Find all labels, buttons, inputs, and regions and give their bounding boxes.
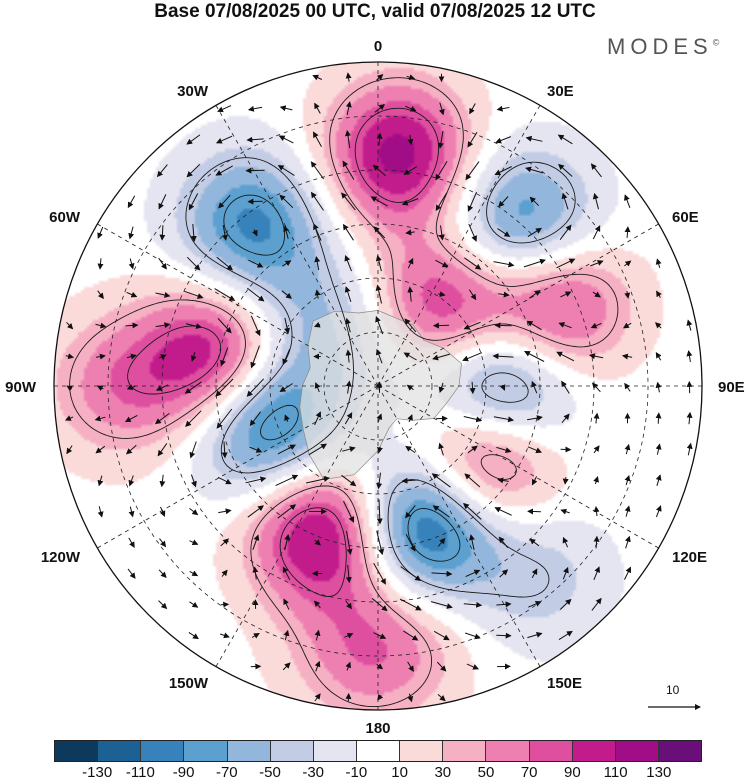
colorbar-swatch [616,741,659,761]
lon-label-180: 180 [365,720,390,737]
wind-arrow [496,635,510,636]
colorbar-tick-label: 70 [521,764,538,781]
colorbar-swatch [98,741,141,761]
colorbar-tick-label: -130 [82,764,112,781]
wind-arrow [658,413,659,423]
colorbar-tick-label: 30 [434,764,451,781]
polar-map: 0 30E 60E 90E 120E 150E 180 150W 120W 90… [0,0,750,740]
colorbar-tick-label: -70 [216,764,238,781]
lon-label-0: 0 [374,38,382,55]
reference-vector-label: 10 [666,683,679,697]
colorbar-tick-label: 10 [391,764,408,781]
lon-label-30e: 30E [547,83,574,100]
lon-label-60e: 60E [672,209,699,226]
colorbar-tick-label: -50 [259,764,281,781]
colorbar-tick-label: -110 [126,764,155,781]
colorbar-swatch [443,741,486,761]
colorbar-swatch [228,741,271,761]
colorbar-swatch [184,741,227,761]
colorbar-swatch [659,741,701,761]
lon-label-30w: 30W [177,83,209,100]
lon-label-60w: 60W [49,209,81,226]
colorbar-tick-label: -90 [173,764,195,781]
lon-label-120e: 120E [672,549,707,566]
colorbar-tick-label: -30 [302,764,324,781]
map-disc [54,62,702,710]
colorbar-swatch [573,741,616,761]
colorbar-tick-label: -10 [346,764,368,781]
colorbar-swatch [530,741,573,761]
colorbar-swatch [271,741,314,761]
colorbar-swatch [55,741,98,761]
colorbar [54,740,702,762]
colorbar-swatch [141,741,184,761]
colorbar-tick-label: 110 [604,764,628,781]
colorbar-tick-label: 90 [564,764,581,781]
colorbar-ticks: -130 -110 -90 -70 -50 -30 -10 10 30 50 70 90 110 130 [54,764,702,784]
lon-label-150w: 150W [169,675,209,692]
colorbar-tick-label: 50 [478,764,495,781]
colorbar-tick-label: 130 [646,764,671,781]
wind-arrow [495,325,511,326]
lon-label-150e: 150E [547,675,582,692]
colorbar-swatch [400,741,443,761]
lon-label-90e: 90E [718,379,745,396]
colorbar-swatch [357,741,400,761]
lon-label-120w: 120W [41,549,81,566]
colorbar-swatch [486,741,529,761]
lon-label-90w: 90W [5,379,37,396]
colorbar-swatch [314,741,357,761]
